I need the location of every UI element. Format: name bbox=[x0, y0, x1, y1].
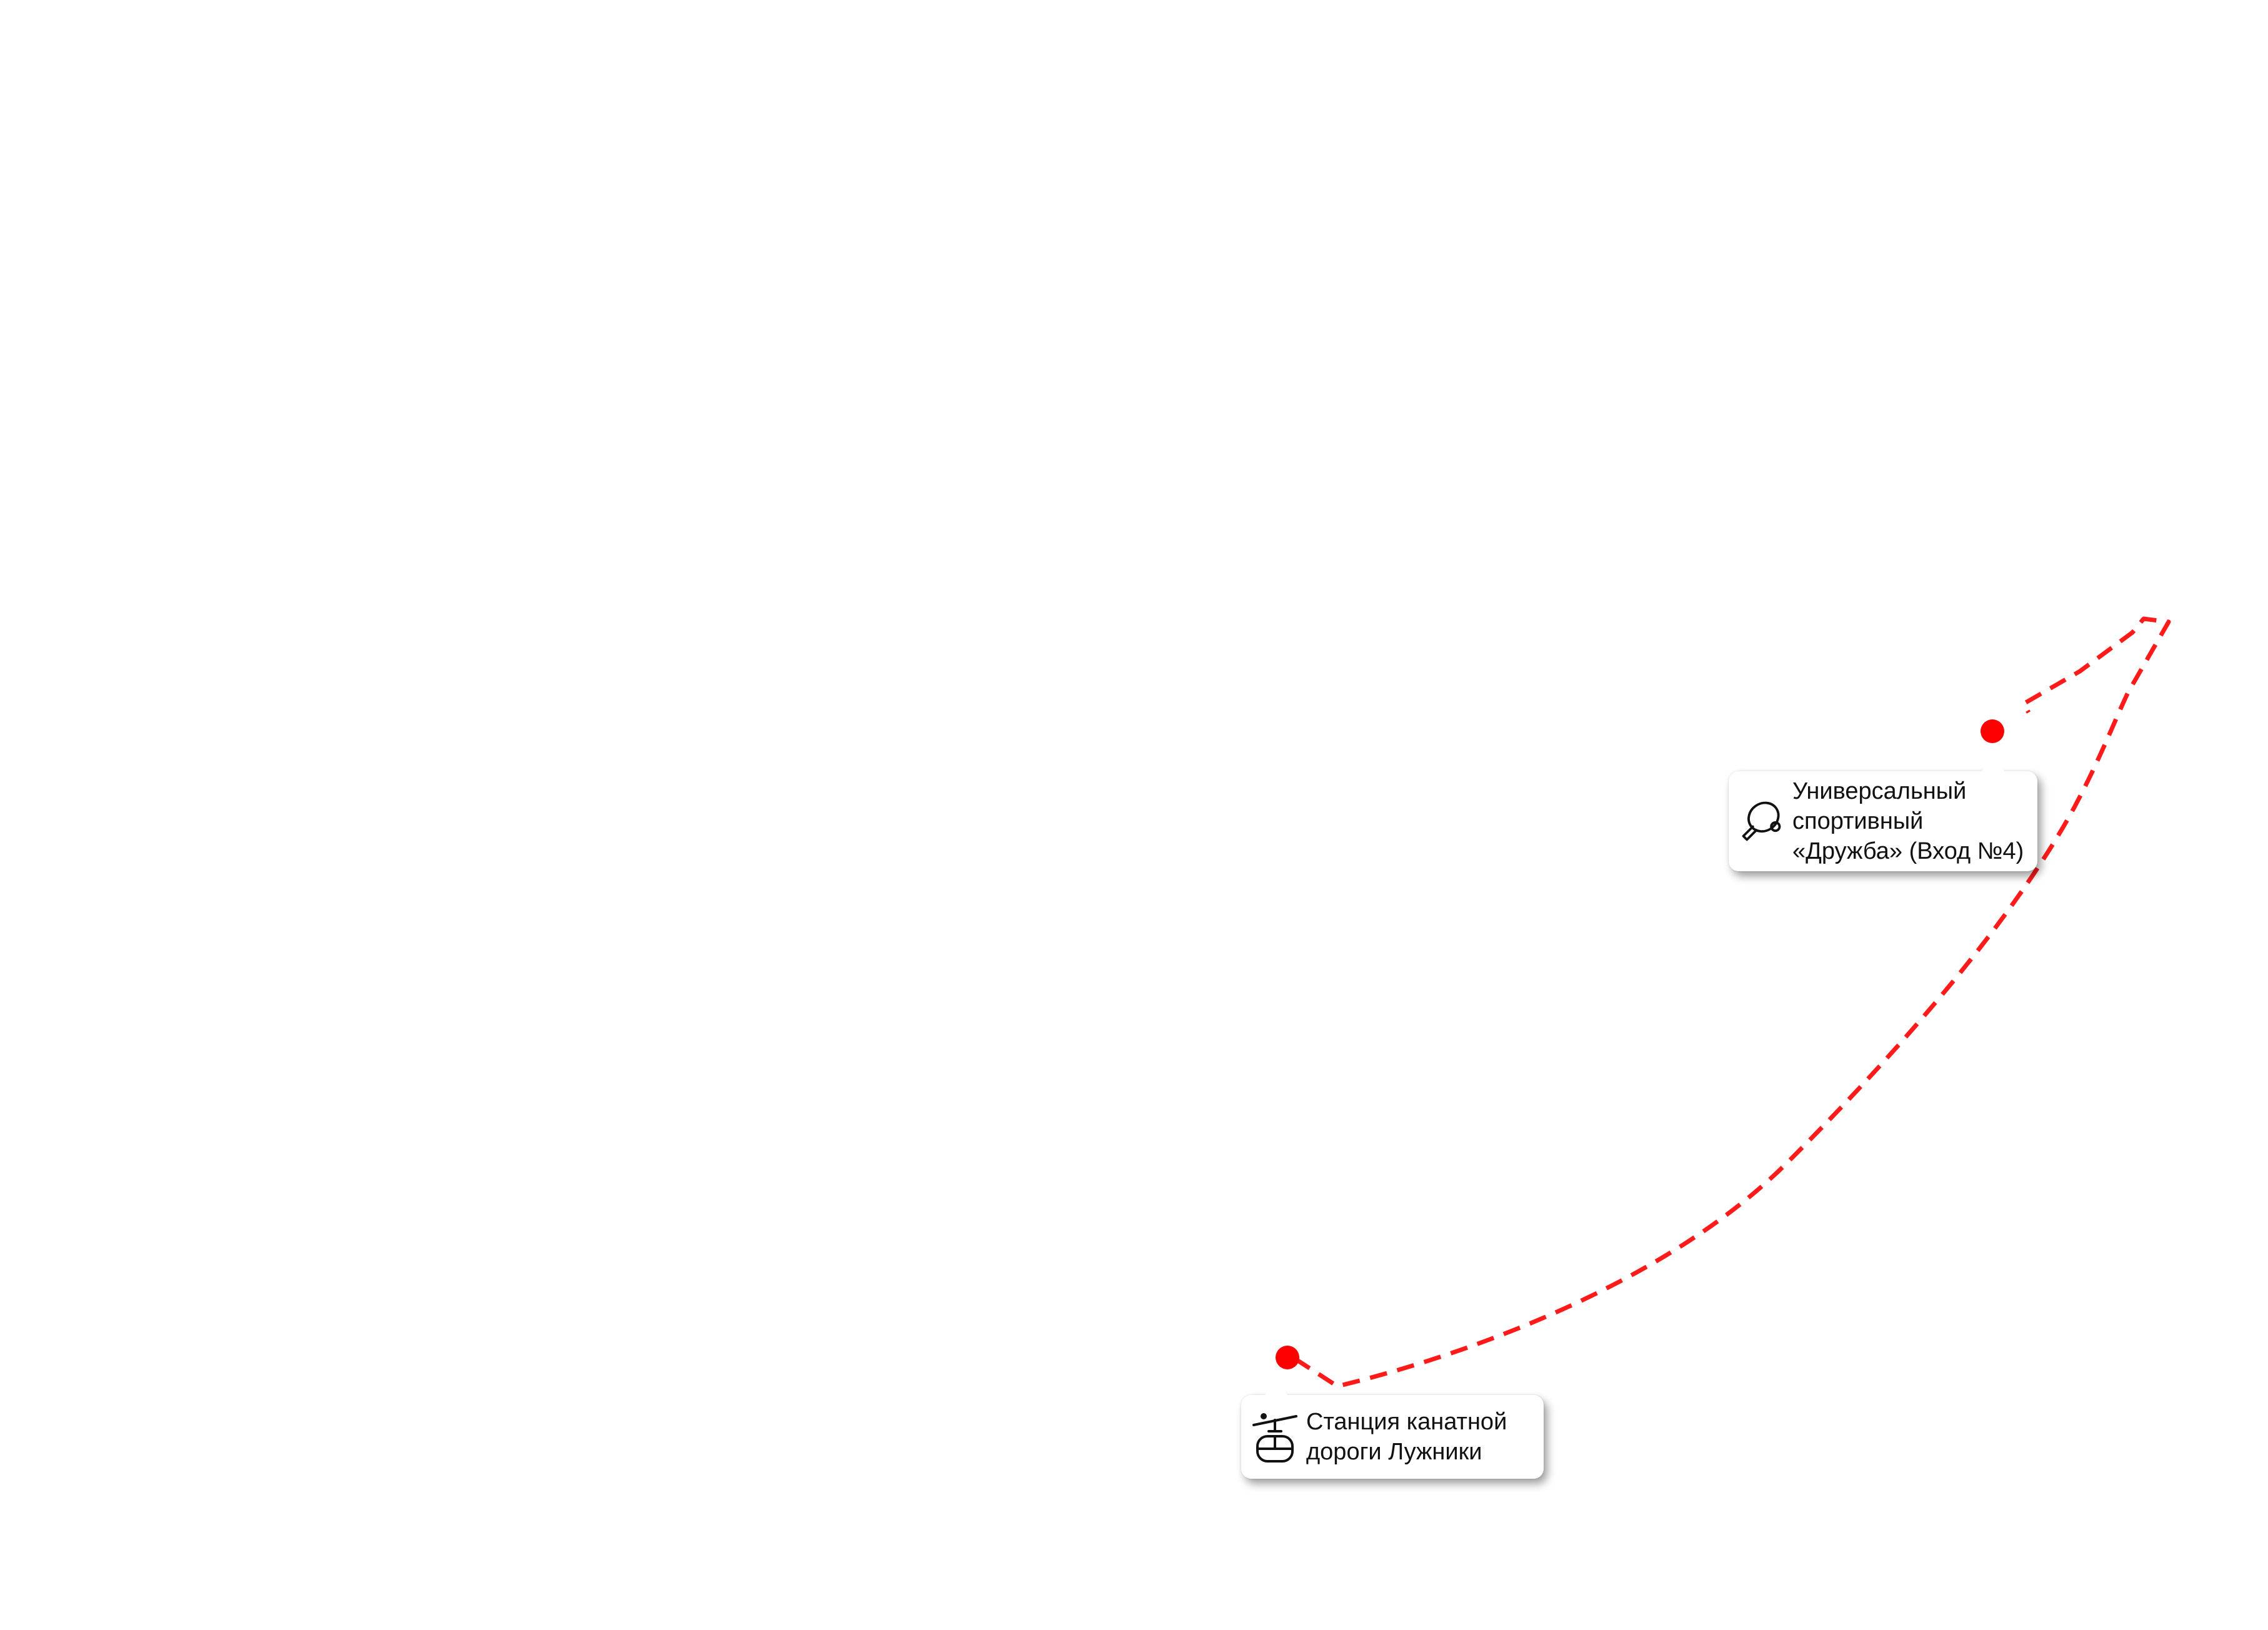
table-tennis-icon bbox=[1737, 793, 1785, 849]
cable-car-icon bbox=[1251, 1409, 1299, 1465]
route-start-marker[interactable] bbox=[1276, 1346, 1299, 1369]
station-label-line-1: Станция канатной bbox=[1306, 1409, 1507, 1435]
arena-label-line-1: Универсальный bbox=[1792, 778, 1967, 804]
arena-label-line-2: спортивный bbox=[1792, 808, 1924, 834]
arena-label: Универсальный спортивный «Дружба» (Вход … bbox=[1792, 776, 2024, 866]
station-callout[interactable]: Станция канатной дороги Лужники bbox=[1241, 1382, 1544, 1479]
route-end-marker[interactable] bbox=[1981, 719, 2004, 743]
arena-label-line-3: «Дружба» (Вход №4) bbox=[1792, 838, 2024, 864]
station-label: Станция канатной дороги Лужники bbox=[1306, 1407, 1507, 1467]
station-label-line-2: дороги Лужники bbox=[1306, 1439, 1482, 1465]
walking-route-line bbox=[1294, 616, 2171, 1389]
arena-callout[interactable]: Универсальный спортивный «Дружба» (Вход … bbox=[1729, 759, 2037, 871]
